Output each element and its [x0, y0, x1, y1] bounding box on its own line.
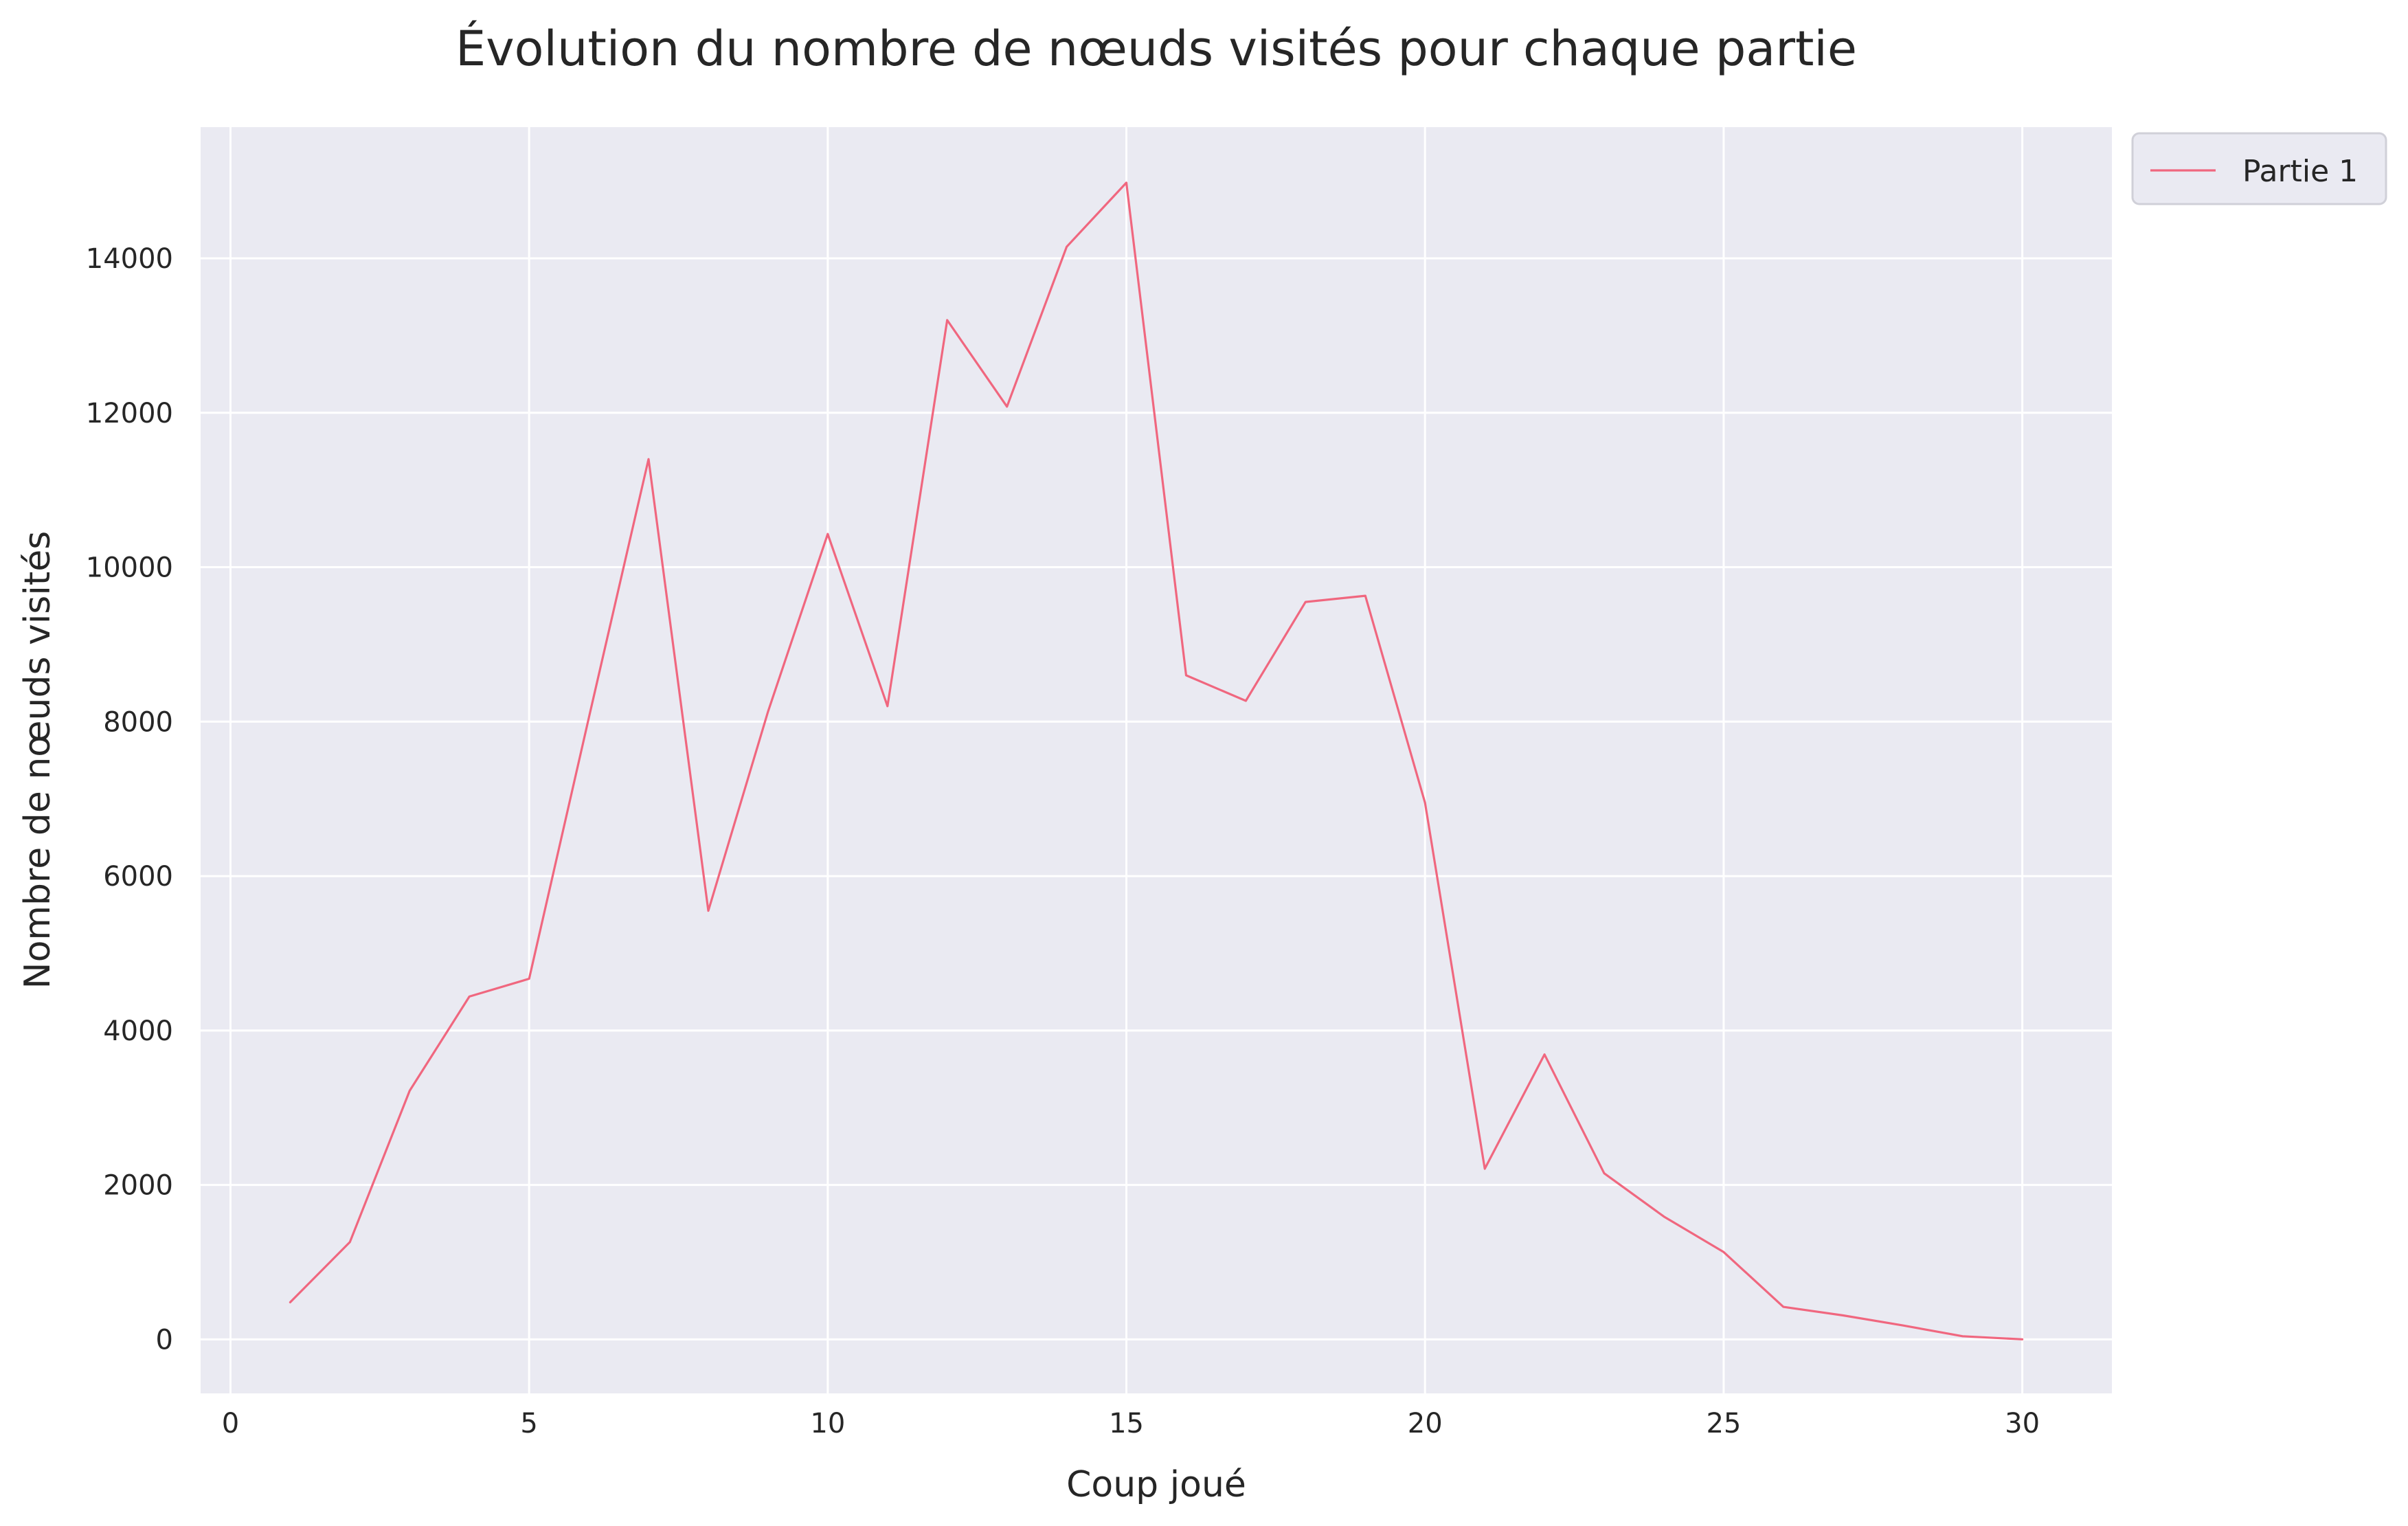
y-tick-label-6: 12000 [86, 398, 173, 429]
y-tick-label-2: 4000 [103, 1016, 173, 1047]
y-tick-label-4: 8000 [103, 706, 173, 738]
x-tick-label-1: 5 [520, 1408, 537, 1439]
y-tick-label-0: 0 [156, 1324, 173, 1356]
x-axis-label: Coup joué [1066, 1464, 1246, 1505]
y-axis-label: Nombre de nœuds visités [17, 531, 58, 989]
y-axis-ticks: 0 2000 4000 6000 8000 10000 12000 14000 [86, 243, 173, 1356]
legend: Partie 1 [2133, 133, 2386, 204]
plot-area [201, 127, 2112, 1393]
x-axis-ticks: 0 5 10 15 20 25 30 [222, 1408, 2040, 1439]
legend-label-0: Partie 1 [2242, 154, 2358, 189]
y-tick-label-5: 10000 [86, 552, 173, 584]
x-tick-label-0: 0 [222, 1408, 239, 1439]
x-tick-label-6: 30 [2005, 1408, 2040, 1439]
y-tick-label-3: 6000 [103, 861, 173, 893]
y-tick-label-7: 14000 [86, 243, 173, 275]
x-tick-label-5: 25 [1706, 1408, 1741, 1439]
x-tick-label-4: 20 [1408, 1408, 1443, 1439]
y-tick-label-1: 2000 [103, 1170, 173, 1202]
chart-title: Évolution du nombre de nœuds visités pou… [455, 21, 1857, 77]
x-tick-label-2: 10 [810, 1408, 845, 1439]
x-tick-label-3: 15 [1109, 1408, 1144, 1439]
